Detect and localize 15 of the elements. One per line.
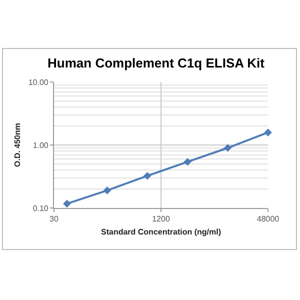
y-tick-label: 10.00 xyxy=(28,78,49,87)
point xyxy=(103,186,112,194)
point xyxy=(143,172,152,180)
point xyxy=(224,144,232,152)
point xyxy=(184,158,192,166)
point xyxy=(63,200,71,208)
x-tick-label: 30 xyxy=(50,214,59,224)
y-tick-label: 1.00 xyxy=(32,140,49,150)
x-tick-label: 48000 xyxy=(256,214,280,224)
point xyxy=(264,128,272,136)
y-tick-label: 0.10 xyxy=(32,204,49,213)
chart-title: Human Complement C1q ELISA Kit xyxy=(48,56,266,71)
y-axis-title: O.D. 450nm xyxy=(13,122,22,168)
x-tick-label: 1200 xyxy=(152,214,170,224)
x-axis-title: Standard Concentration (ng/ml) xyxy=(101,228,222,237)
